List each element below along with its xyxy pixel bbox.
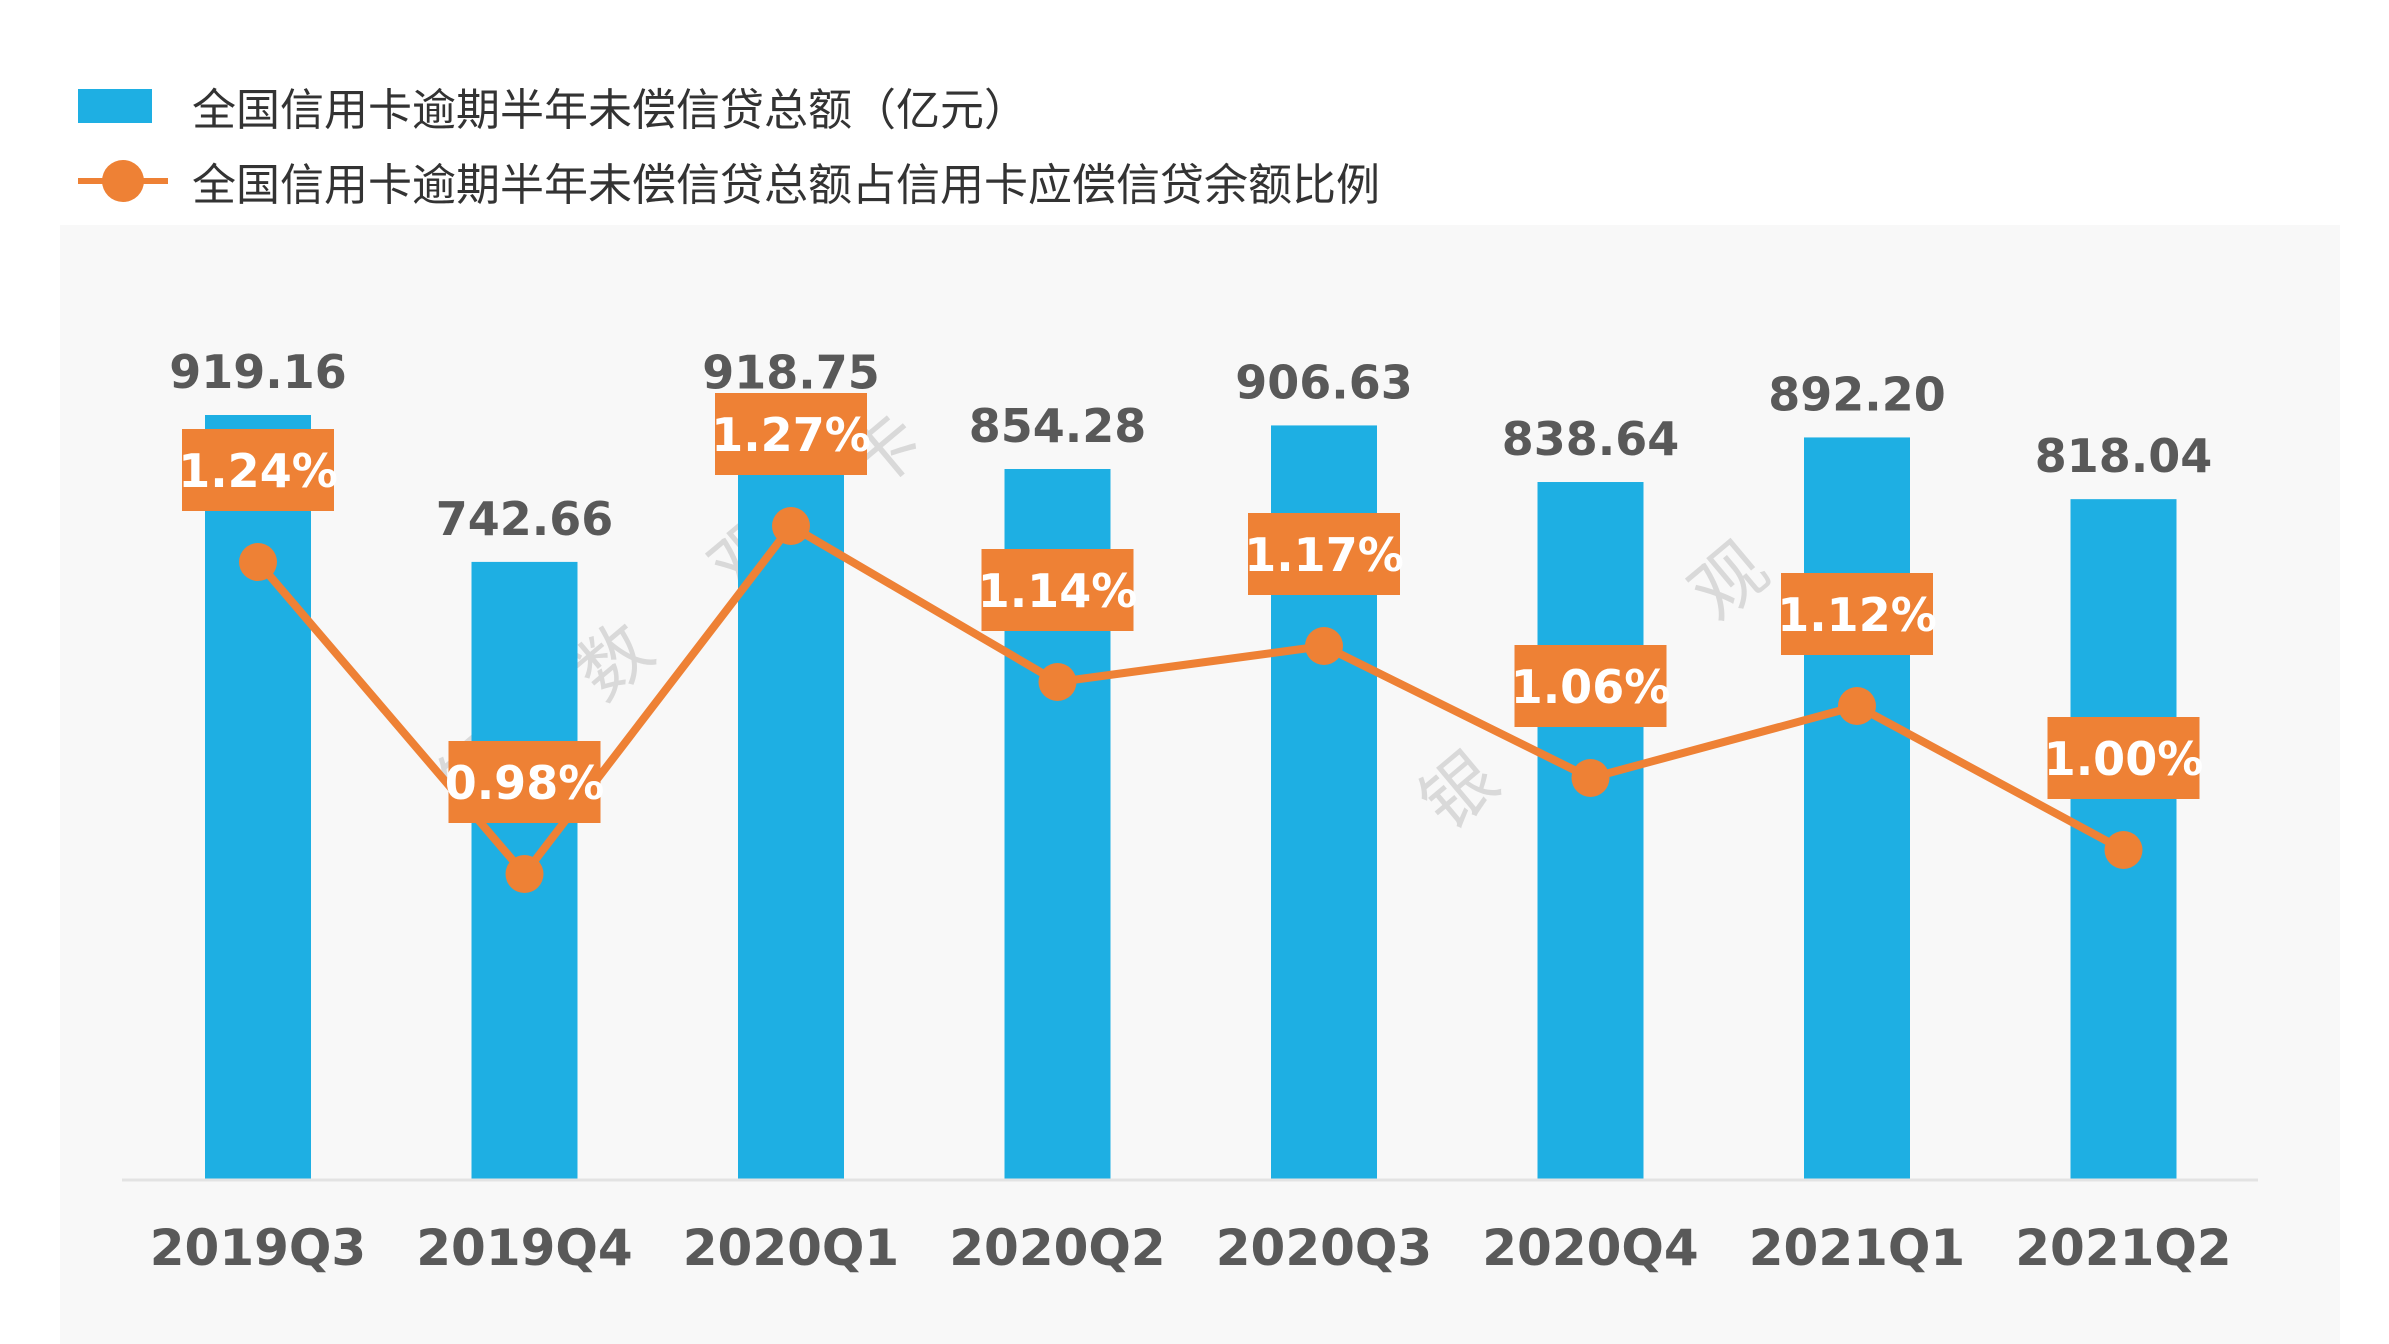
pct-label-box <box>182 429 334 511</box>
pct-data-label: 1.12% <box>1777 588 1937 642</box>
x-tick-label: 2020Q2 <box>949 1219 1165 1277</box>
bar-value-label: 818.04 <box>2035 429 2213 483</box>
line-point <box>1038 663 1077 701</box>
pct-data-label: 1.06% <box>1511 660 1671 714</box>
watermark-char: 银 <box>1404 736 1513 847</box>
pct-label-box <box>715 393 867 475</box>
x-tick-label: 2019Q4 <box>416 1219 632 1277</box>
bar-value-label: 742.66 <box>436 492 614 546</box>
x-tick-label: 2020Q4 <box>1482 1219 1698 1277</box>
x-tick-label: 2020Q1 <box>683 1219 899 1277</box>
legend-line-label: 全国信用卡逾期半年未偿信贷总额占信用卡应偿信贷余额比例 <box>192 160 1380 211</box>
bar-value-label: 906.63 <box>1235 355 1413 409</box>
bar-value-label: 919.16 <box>169 345 347 399</box>
legend-line-swatch <box>78 154 168 208</box>
line-point <box>1838 687 1876 725</box>
legend-item-line: 全国信用卡逾期半年未偿信贷总额占信用卡应偿信贷余额比例 <box>78 149 1380 213</box>
x-tick-label: 2020Q3 <box>1216 1219 1432 1277</box>
line-point <box>505 855 544 893</box>
bar-value-label: 918.75 <box>702 345 880 399</box>
line-point <box>1305 627 1343 665</box>
pct-data-label: 1.00% <box>2044 732 2204 786</box>
bar <box>205 415 311 1180</box>
bar-value-label: 854.28 <box>969 399 1147 453</box>
line-point <box>1571 759 1610 797</box>
pct-label-box <box>1781 573 1933 655</box>
pct-label-box <box>2047 717 2200 799</box>
pct-label-box <box>1248 513 1400 595</box>
line-point <box>239 543 277 581</box>
x-tick-label: 2019Q3 <box>150 1219 366 1277</box>
bar <box>1537 482 1644 1180</box>
legend-bar-swatch <box>78 89 152 123</box>
pct-label-box <box>1514 645 1667 727</box>
line-point <box>772 507 810 545</box>
watermark-char: 观 <box>1674 526 1783 637</box>
bar <box>1804 437 1910 1180</box>
bar-value-label: 892.20 <box>1768 367 1946 421</box>
legend-bar-label: 全国信用卡逾期半年未偿信贷总额（亿元） <box>192 85 1028 136</box>
x-tick-label: 2021Q2 <box>2015 1219 2231 1277</box>
line-point <box>2104 831 2143 869</box>
x-tick-label: 2021Q1 <box>1749 1219 1965 1277</box>
plot-background <box>60 225 2340 1344</box>
pct-data-label: 1.27% <box>711 408 871 462</box>
pct-data-label: 0.98% <box>445 756 605 810</box>
pct-data-label: 1.24% <box>178 444 338 498</box>
pct-data-label: 1.14% <box>978 564 1138 618</box>
pct-label-box <box>981 549 1134 631</box>
legend-item-bars: 全国信用卡逾期半年未偿信贷总额（亿元） <box>78 74 1028 138</box>
pct-label-box <box>448 741 601 823</box>
bar-value-label: 838.64 <box>1502 412 1680 466</box>
pct-data-label: 1.17% <box>1244 528 1404 582</box>
